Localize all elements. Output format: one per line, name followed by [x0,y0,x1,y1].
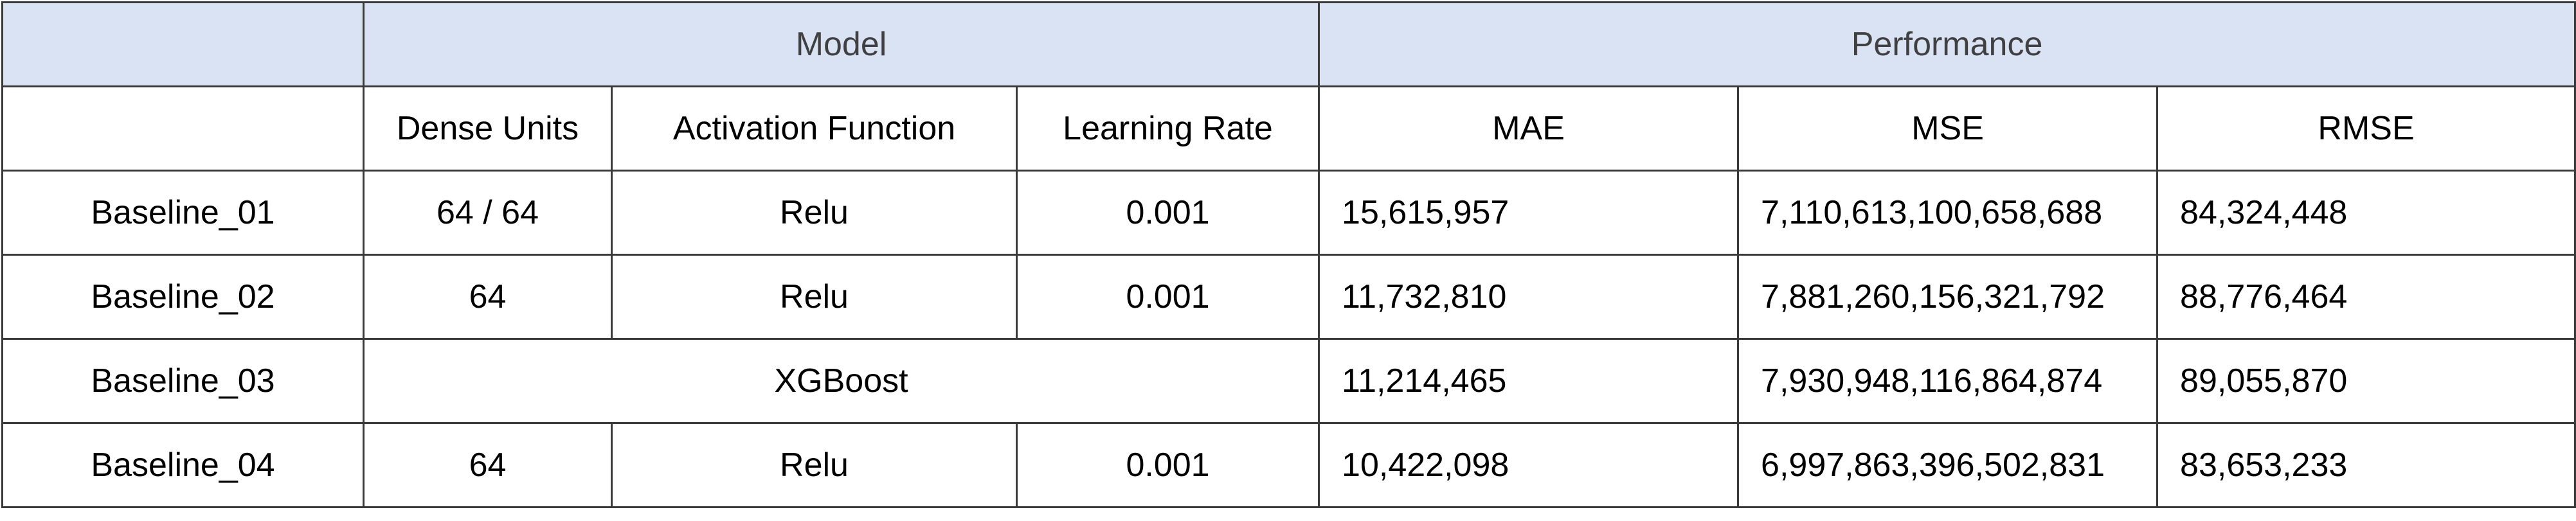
mae-cell: 11,214,465 [1318,338,1740,424]
row-name-cell: Baseline_02 [1,254,365,340]
rmse-cell: 88,776,464 [2156,254,2576,340]
mse-cell: 7,930,948,116,864,874 [1737,338,2159,424]
table-row: Baseline_02 64 Relu 0.001 11,732,810 7,8… [1,254,2576,340]
mse-cell: 7,881,260,156,321,792 [1737,254,2159,340]
learning-rate-cell: 0.001 [1015,422,1320,508]
rmse-cell: 83,653,233 [2156,422,2576,508]
dense-units-cell: 64 / 64 [363,170,613,256]
group-header-row: Model Performance [1,1,2576,87]
merged-model-cell: XGBoost [362,338,1320,424]
learning-rate-cell: 0.001 [1015,254,1320,340]
results-table: Model Performance Dense Units Activation… [1,1,2576,508]
table-row: Baseline_04 64 Relu 0.001 10,422,098 6,9… [1,422,2576,508]
rmse-cell: 89,055,870 [2156,338,2576,424]
performance-group-header: Performance [1318,1,2576,87]
column-header-row: Dense Units Activation Function Learning… [1,85,2576,172]
model-group-header: Model [362,1,1320,87]
row-name-cell: Baseline_04 [1,422,365,508]
dense-units-cell: 64 [363,254,613,340]
learning-rate-cell: 0.001 [1015,170,1320,256]
dense-units-column-header: Dense Units [363,85,613,172]
mae-cell: 11,732,810 [1318,254,1740,340]
learning-rate-column-header: Learning Rate [1015,85,1320,172]
corner-header-cell [1,1,365,87]
activation-function-cell: Relu [611,254,1018,340]
mae-cell: 15,615,957 [1318,170,1740,256]
mse-column-header: MSE [1737,85,2159,172]
rmse-cell: 84,324,448 [2156,170,2576,256]
activation-function-column-header: Activation Function [611,85,1018,172]
rmse-column-header: RMSE [2156,85,2576,172]
mae-cell: 10,422,098 [1318,422,1740,508]
activation-function-cell: Relu [611,170,1018,256]
mse-cell: 6,997,863,396,502,831 [1737,422,2159,508]
mae-column-header: MAE [1318,85,1740,172]
dense-units-cell: 64 [363,422,613,508]
name-column-header [1,85,365,172]
activation-function-cell: Relu [611,422,1018,508]
row-name-cell: Baseline_01 [1,170,365,256]
mse-cell: 7,110,613,100,658,688 [1737,170,2159,256]
table-row: Baseline_01 64 / 64 Relu 0.001 15,615,95… [1,170,2576,256]
row-name-cell: Baseline_03 [1,338,365,424]
table-row: Baseline_03 XGBoost 11,214,465 7,930,948… [1,338,2576,424]
